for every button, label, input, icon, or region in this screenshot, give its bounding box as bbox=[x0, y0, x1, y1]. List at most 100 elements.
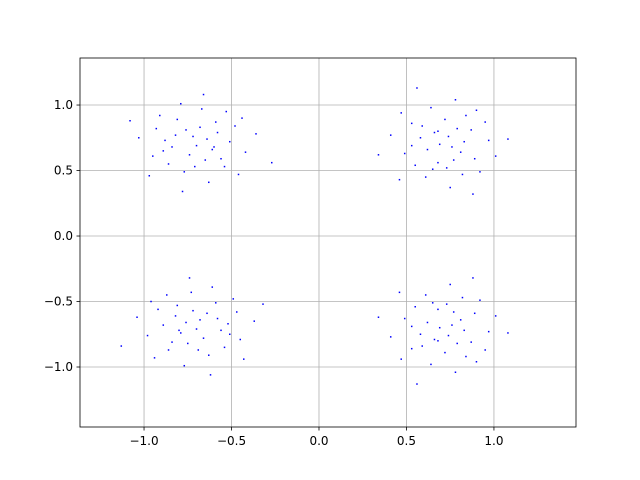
point bbox=[206, 138, 208, 140]
point bbox=[239, 338, 242, 341]
x-tick-label: 1.0 bbox=[484, 434, 503, 448]
point bbox=[437, 340, 439, 342]
point bbox=[494, 315, 497, 317]
point bbox=[192, 135, 194, 138]
point bbox=[223, 165, 226, 168]
point bbox=[215, 121, 217, 123]
point bbox=[447, 334, 450, 337]
point bbox=[167, 163, 170, 165]
point bbox=[452, 311, 455, 313]
point bbox=[225, 110, 228, 113]
point bbox=[213, 146, 215, 148]
point bbox=[416, 87, 418, 89]
point bbox=[444, 351, 446, 354]
point bbox=[166, 294, 168, 296]
point bbox=[416, 383, 418, 385]
point bbox=[377, 316, 380, 318]
point bbox=[430, 106, 432, 109]
point bbox=[211, 286, 214, 288]
point bbox=[437, 130, 439, 132]
point bbox=[419, 333, 422, 336]
point bbox=[403, 317, 406, 320]
point bbox=[241, 117, 243, 119]
point bbox=[456, 342, 458, 345]
point bbox=[438, 326, 441, 329]
point bbox=[188, 154, 191, 156]
point bbox=[507, 138, 509, 140]
point bbox=[150, 300, 152, 303]
point bbox=[174, 315, 177, 317]
point bbox=[421, 345, 423, 347]
point bbox=[410, 144, 413, 147]
point bbox=[475, 109, 478, 112]
point bbox=[202, 93, 205, 96]
point bbox=[421, 125, 423, 127]
point bbox=[414, 164, 416, 167]
point bbox=[400, 112, 402, 114]
point bbox=[199, 319, 201, 321]
point bbox=[227, 323, 229, 325]
point bbox=[445, 167, 448, 169]
point bbox=[475, 361, 478, 363]
point bbox=[215, 302, 217, 304]
point bbox=[208, 181, 210, 184]
y-tick-label: 0.0 bbox=[54, 229, 73, 243]
point bbox=[431, 302, 434, 304]
point bbox=[157, 308, 159, 311]
plot-frame bbox=[79, 57, 577, 428]
point bbox=[410, 347, 413, 350]
point bbox=[183, 171, 186, 173]
x-tick-label: −0.5 bbox=[217, 434, 246, 448]
point bbox=[253, 320, 256, 322]
point bbox=[220, 157, 222, 160]
y-tick-label: 0.5 bbox=[54, 164, 73, 178]
point bbox=[398, 178, 401, 181]
point bbox=[178, 329, 180, 332]
point bbox=[459, 319, 462, 321]
point bbox=[136, 316, 138, 318]
point bbox=[271, 161, 273, 164]
point bbox=[185, 321, 187, 324]
point bbox=[470, 129, 472, 131]
point bbox=[463, 329, 465, 332]
point bbox=[223, 346, 226, 349]
point bbox=[437, 308, 439, 311]
point bbox=[465, 114, 467, 117]
point bbox=[194, 165, 196, 168]
point bbox=[171, 341, 173, 343]
point bbox=[398, 291, 401, 294]
point bbox=[187, 342, 189, 345]
point bbox=[234, 125, 236, 127]
x-tick-label: −1.0 bbox=[129, 434, 158, 448]
point bbox=[419, 137, 422, 139]
point bbox=[444, 118, 446, 121]
point bbox=[461, 173, 464, 176]
point bbox=[181, 190, 184, 193]
point bbox=[176, 304, 179, 307]
point bbox=[262, 303, 264, 305]
point bbox=[171, 146, 173, 148]
point bbox=[159, 114, 161, 117]
point bbox=[180, 332, 182, 334]
point bbox=[494, 155, 497, 157]
point bbox=[199, 126, 201, 129]
y-tick-label: −1.0 bbox=[44, 360, 73, 374]
point bbox=[459, 151, 462, 153]
point bbox=[461, 296, 464, 299]
point bbox=[209, 374, 212, 376]
point bbox=[216, 317, 219, 320]
point bbox=[389, 134, 392, 136]
point bbox=[244, 151, 247, 153]
point bbox=[164, 139, 166, 142]
point bbox=[183, 364, 186, 367]
point bbox=[211, 148, 214, 151]
point bbox=[220, 329, 222, 332]
point bbox=[153, 357, 156, 359]
point bbox=[389, 336, 392, 338]
point bbox=[445, 303, 448, 305]
point bbox=[162, 324, 165, 326]
y-tick-label: 1.0 bbox=[54, 98, 73, 112]
point bbox=[216, 131, 219, 134]
